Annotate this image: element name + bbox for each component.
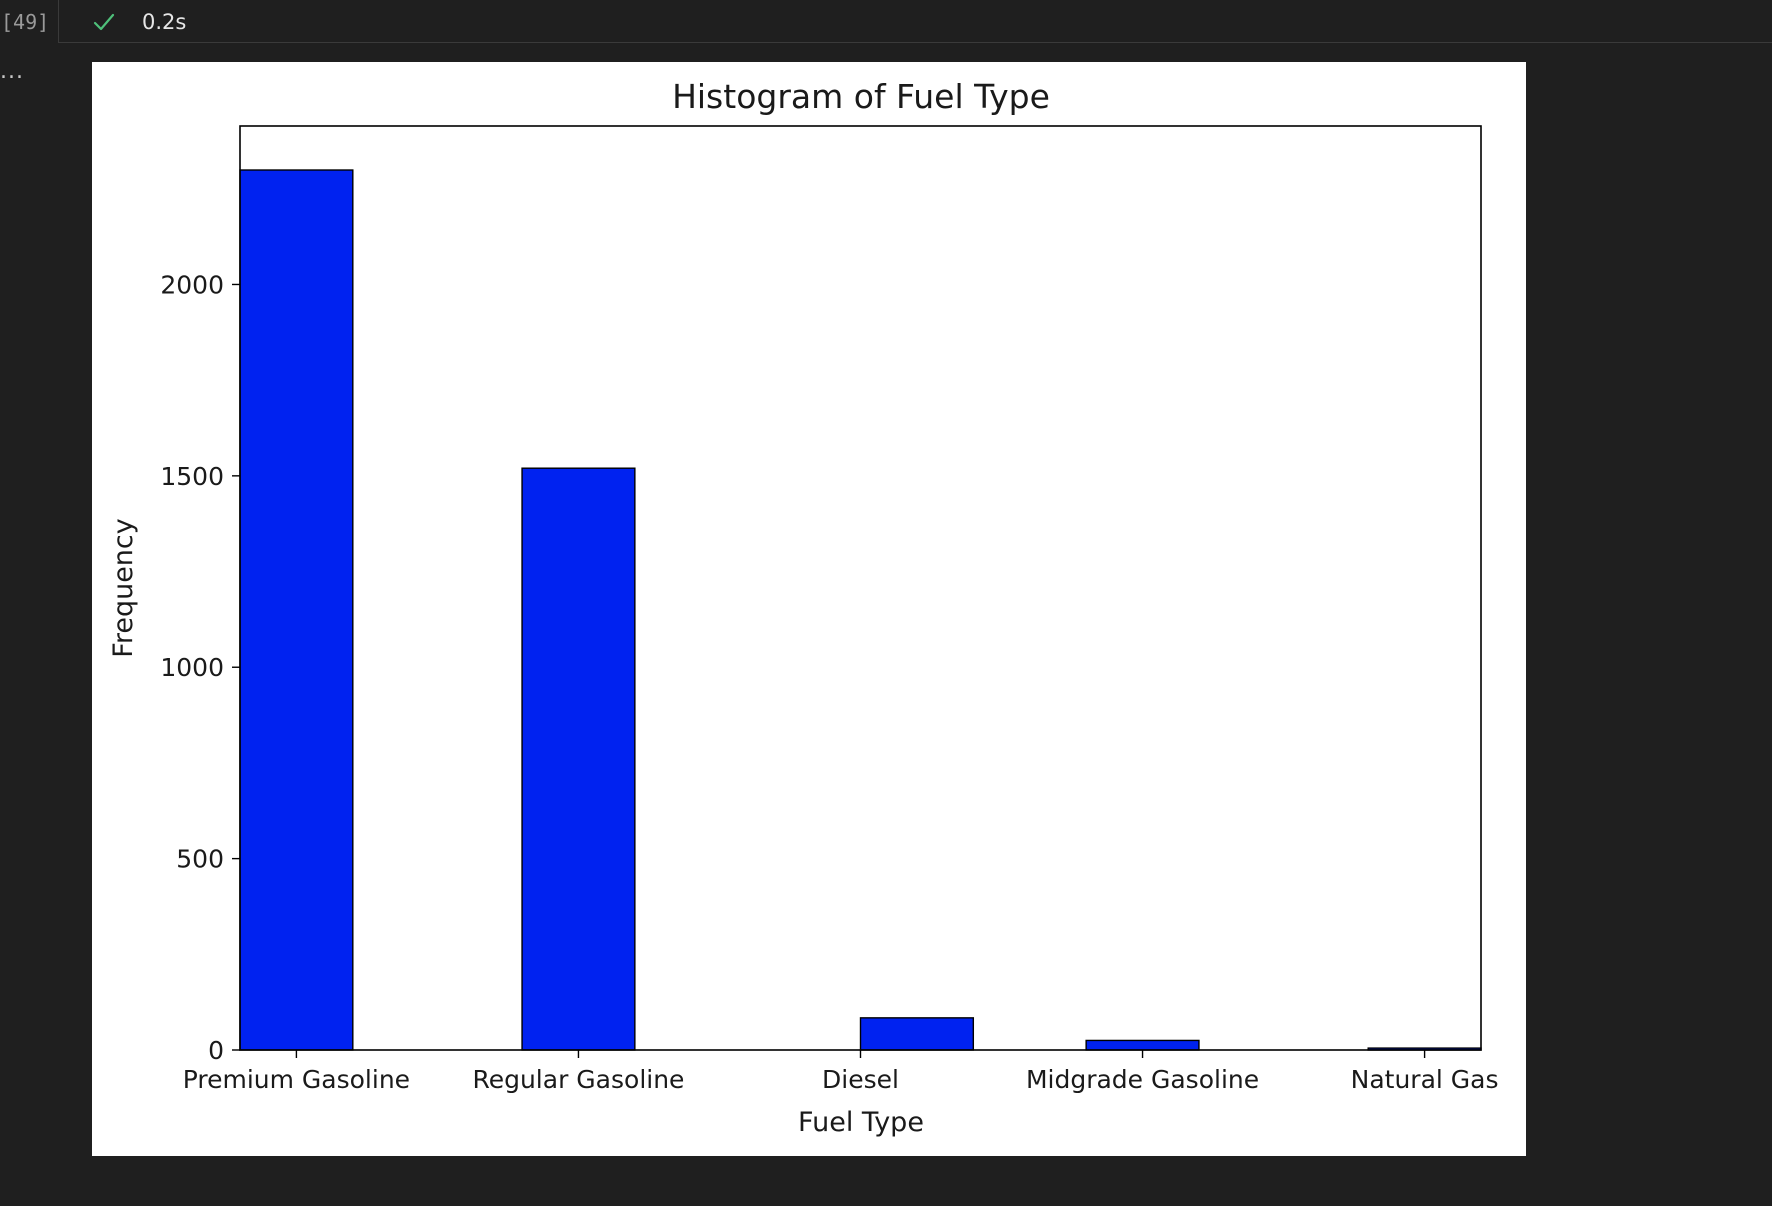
x-tick-label: Midgrade Gasoline bbox=[1026, 1065, 1259, 1094]
x-axis: Premium Gasoline Regular Gasoline Diesel Mi… bbox=[183, 1050, 1499, 1094]
bars-group bbox=[239, 169, 1482, 1051]
y-axis: 0 500 1000 1500 2000 bbox=[160, 270, 240, 1065]
y-tick-label: 1000 bbox=[160, 653, 224, 682]
y-tick-label: 2000 bbox=[160, 270, 224, 299]
chart-output: Histogram of Fuel Type 0 500 1000 1500 2000 … bbox=[92, 62, 1526, 1156]
ellipsis-icon[interactable]: ... bbox=[0, 59, 24, 84]
bar-midgrade-gasoline bbox=[1085, 1039, 1200, 1051]
y-tick-label: 0 bbox=[208, 1036, 224, 1065]
plot-frame bbox=[239, 125, 1482, 1051]
x-tick-label: Premium Gasoline bbox=[183, 1065, 410, 1094]
bar-regular-gasoline bbox=[521, 467, 636, 1051]
y-axis-label: Frequency bbox=[108, 518, 139, 658]
check-icon bbox=[93, 13, 115, 31]
bar-premium-gasoline bbox=[239, 169, 354, 1051]
bar-diesel bbox=[859, 1017, 975, 1051]
bar-chart: Histogram of Fuel Type 0500100015002000 … bbox=[108, 77, 1499, 1138]
execution-count: [49] bbox=[1, 10, 50, 34]
chart-title: Histogram of Fuel Type bbox=[672, 77, 1050, 116]
y-tick-label: 1500 bbox=[160, 462, 224, 491]
x-tick-label: Diesel bbox=[822, 1065, 899, 1094]
cell-status-bar bbox=[58, 0, 1772, 43]
x-tick-label: Natural Gas bbox=[1351, 1065, 1499, 1094]
cell-header: [49] 0.2s bbox=[0, 0, 1772, 44]
y-tick-label: 500 bbox=[176, 845, 224, 874]
x-axis-label: Fuel Type bbox=[798, 1107, 924, 1138]
x-tick-label: Regular Gasoline bbox=[472, 1065, 684, 1094]
execution-time: 0.2s bbox=[142, 10, 187, 34]
